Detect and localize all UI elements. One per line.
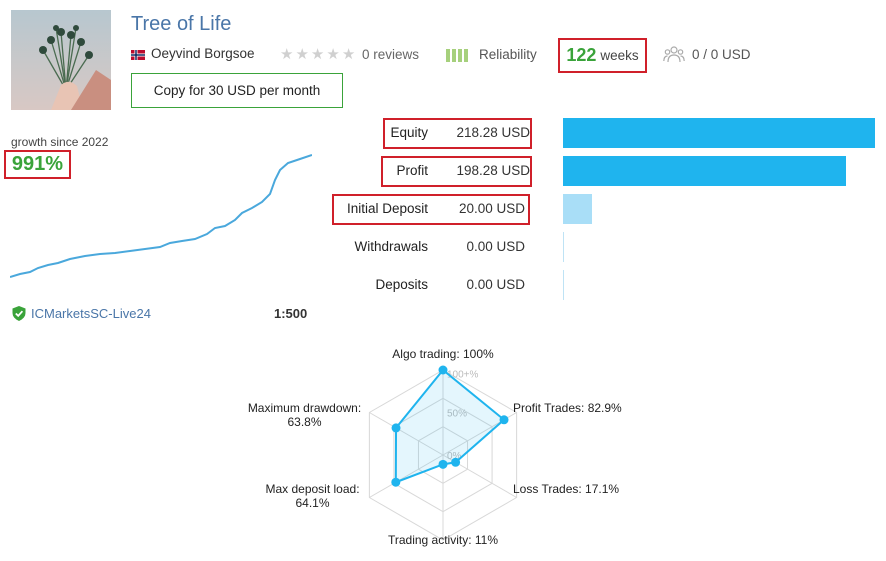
star-icon: ★ [295,46,309,63]
reliability-bars-icon [446,49,468,62]
radar-chart: 100+% 50% 0% Algo trading: 100% Profit Tra… [230,340,660,555]
stat-bar [563,118,875,148]
highlight-box [332,194,530,225]
stat-row: Initial Deposit 20.00 USD [0,194,592,225]
stat-label: Profit [396,163,428,178]
weeks-value: 122 [566,45,597,65]
stat-value: 0.00 USD [466,277,525,292]
stat-bar [563,194,592,224]
stat-value: 0.00 USD [466,239,525,254]
radar-tick-label: 50% [447,409,467,420]
radar-label-loss-trades: Loss Trades: 17.1% [513,482,620,496]
radar-label-trading-activity: Trading activity: 11% [387,533,499,547]
stat-bar [563,156,846,186]
star-icon: ★ [326,46,340,63]
reliability-label: Reliability [479,47,537,62]
stat-label: Initial Deposit [346,201,428,216]
growth-chart[interactable] [10,150,312,280]
norway-flag-icon [131,50,145,60]
star-icon: ★ [280,46,294,63]
radar-data-point [451,457,461,467]
radar-spoke [369,412,444,456]
radar-tick-label: 0% [447,451,462,462]
server-name: ICMarketsSC-Live24 [31,306,151,321]
reviews-count[interactable]: 0 reviews [362,47,420,62]
avatar [11,10,111,110]
copy-subscribe-button[interactable]: Copy for 30 USD per month [131,73,343,108]
star-icon: ★ [310,46,325,63]
stat-value: 218.28 USD [456,125,530,140]
radar-label-max-deposit-load: Max deposit load: 64.1% [265,482,360,510]
radar-data-point [499,415,509,425]
stat-row: Equity 218.28 USD [0,118,875,149]
radar-data-point [391,477,401,487]
growth-label: growth since 2022 [11,135,109,149]
radar-data-point [438,459,448,469]
leverage-value: 1:500 [274,306,308,321]
subscribers-value: 0 / 0 USD [692,47,751,62]
radar-data-point [391,423,401,433]
server-link[interactable]: ICMarketsSC-Live24 [12,306,151,321]
radar-label-max-drawdown: Maximum drawdown: 63.8% [247,401,362,429]
shield-check-icon [12,306,26,321]
subscribers-icon [663,46,685,63]
stat-label: Deposits [375,277,428,292]
stat-label: Equity [390,125,428,140]
star-icon: ★ [341,46,356,63]
radar-label-profit-trades: Profit Trades: 82.9% [513,401,622,415]
highlight-box [383,118,532,149]
highlight-box [381,156,532,187]
radar-data-polygon [394,368,506,484]
stat-bar [563,232,564,262]
stat-row: Deposits 0.00 USD [0,270,564,300]
stat-bar [563,270,564,300]
stat-label: Withdrawals [354,239,428,254]
weeks-label: weeks [600,48,639,63]
radar-label-algo: Algo trading: 100% [392,347,494,361]
author-name[interactable]: Oeyvind Borgsoe [151,46,255,61]
radar-data-point [438,365,448,375]
stat-value: 20.00 USD [458,201,525,216]
page-title[interactable]: Tree of Life [131,13,232,35]
growth-value: 991% [11,153,64,175]
radar-spoke [369,454,444,498]
avatar-image [11,10,111,110]
growth-value-box: 991% [4,150,71,179]
weeks-indicator: 122 weeks [558,38,647,73]
stat-row: Profit 198.28 USD [0,156,846,187]
stat-value: 198.28 USD [456,163,530,178]
rating-stars: ★ ★ ★ ★ ★ [280,47,355,62]
stat-row: Withdrawals 0.00 USD [0,232,564,262]
radar-tick-label: 100+% [447,369,479,380]
